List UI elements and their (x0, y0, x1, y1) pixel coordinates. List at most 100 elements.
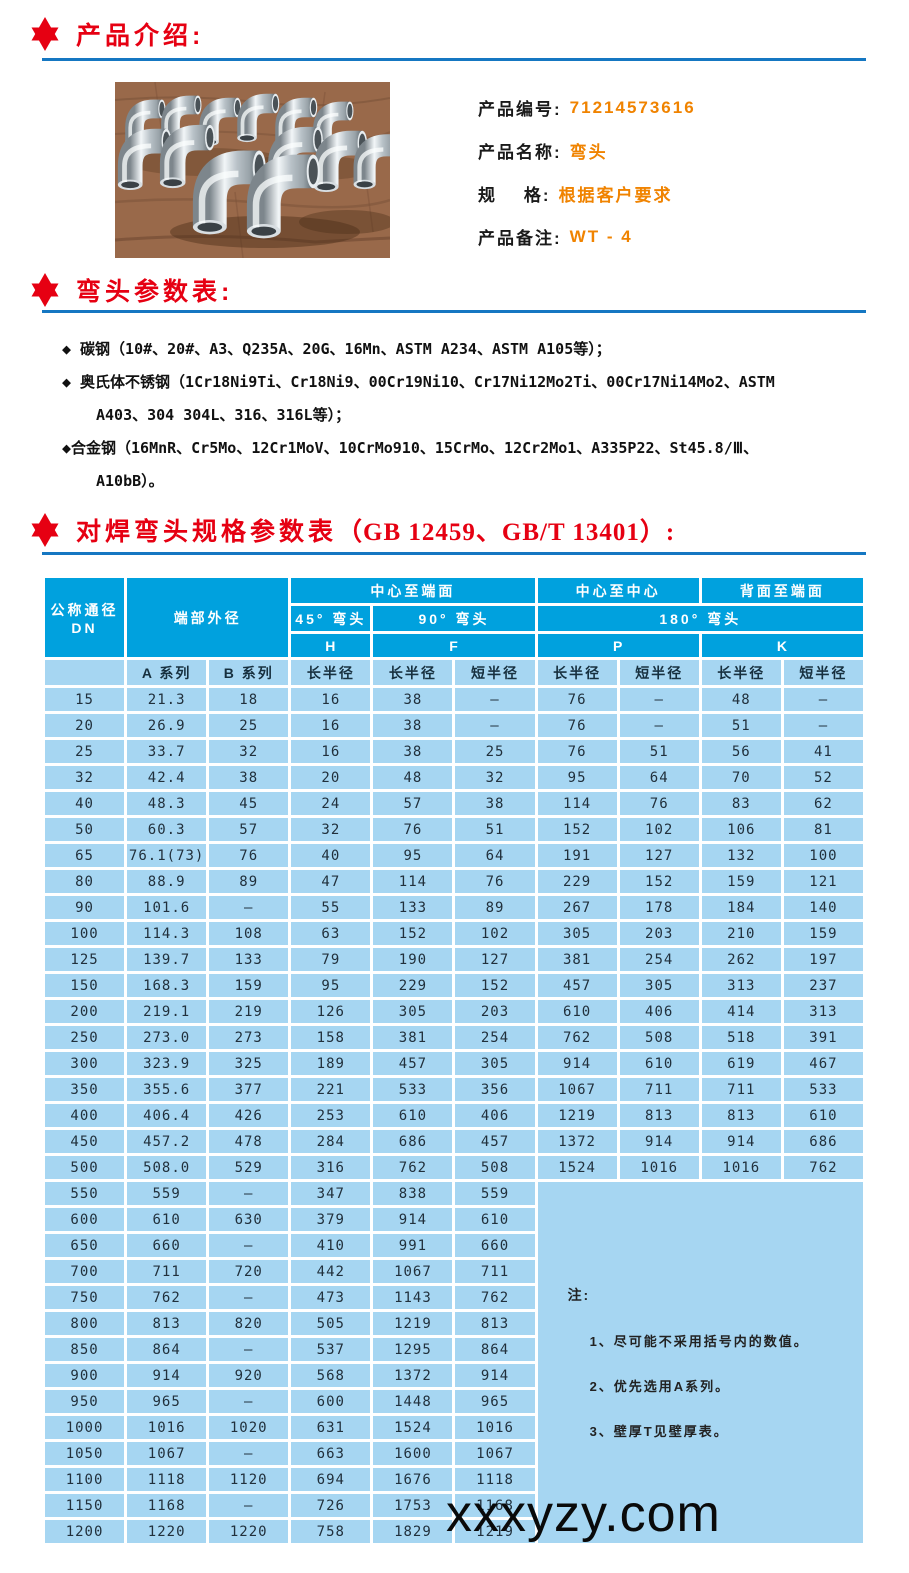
col-header-K: K (698, 631, 867, 660)
value-cell: 813 (124, 1309, 210, 1338)
value-cell: 305 (370, 997, 456, 1026)
table-row: 1100 1118 1120 694 1676 1118 (41, 1465, 865, 1494)
table-row: 65 76.1(73) 76 40 95 64 191 127 132 100 (41, 841, 867, 870)
elbow-pipes-photo-image (115, 82, 390, 258)
value-cell: 762 (124, 1283, 210, 1312)
value-cell: 221 (288, 1075, 374, 1104)
dn-cell: 850 (41, 1335, 128, 1364)
value-cell: 159 (780, 919, 867, 948)
dn-unit: DN (71, 619, 98, 636)
dn-cell: 900 (41, 1361, 128, 1390)
divider-rule (42, 310, 866, 313)
value-cell: 100 (780, 841, 867, 870)
value-cell: 48 (698, 685, 784, 714)
value-cell: 62 (780, 789, 867, 818)
value-cell: 377 (206, 1075, 292, 1104)
value-cell: 106 (698, 815, 784, 844)
table-row: 800 813 820 505 1219 813 (41, 1309, 865, 1338)
value-cell: 1016 (616, 1153, 702, 1182)
value-cell: 660 (124, 1231, 210, 1260)
star-icon (31, 513, 59, 547)
value-cell: 273 (206, 1023, 292, 1052)
value-cell: 57 (370, 789, 456, 818)
col-header-H: H (288, 631, 374, 660)
value-cell: 133 (206, 945, 292, 974)
dn-cell: 1100 (41, 1465, 128, 1494)
dn-cell: 350 (41, 1075, 128, 1104)
value-cell: 51 (452, 815, 538, 844)
table-row: 25 33.7 32 16 38 25 76 51 56 41 (41, 737, 867, 766)
value-cell: 1676 (370, 1465, 456, 1494)
value-cell: 152 (452, 971, 538, 1000)
table-row: 750 762—473 1143 762 (41, 1283, 865, 1312)
table-row: 600 610 630 379 914 610 (41, 1205, 865, 1234)
dn-cell: 125 (41, 945, 128, 974)
table-row: 450 457.2 478 284 686 457 1372 914 914 686 (41, 1127, 867, 1156)
col-header-series-a: A 系列 (124, 657, 210, 688)
table-row: 1150 1168—726 1753 1168 (41, 1491, 865, 1520)
value-cell: 442 (288, 1257, 374, 1286)
value-cell: 32 (288, 815, 374, 844)
value-cell: 83 (698, 789, 784, 818)
value-cell: 1067 (370, 1257, 456, 1286)
value-cell: 1016 (124, 1413, 210, 1442)
value-cell: 47 (288, 867, 374, 896)
value-cell: 762 (534, 1023, 620, 1052)
value-cell: 1448 (370, 1387, 456, 1416)
col-header-elbow180: 180° 弯头 (534, 603, 867, 634)
dn-cell: 500 (41, 1153, 128, 1182)
value-cell: 914 (698, 1127, 784, 1156)
value-cell: 414 (698, 997, 784, 1026)
value-cell: 508.0 (124, 1153, 210, 1182)
table-row: 125 139.7 133 79 190 127 381 254 262 197 (41, 945, 867, 974)
value-cell: 152 (370, 919, 456, 948)
value-cell: 42.4 (124, 763, 210, 792)
value-cell: 1020 (206, 1413, 292, 1442)
value-cell: 1295 (370, 1335, 456, 1364)
value-cell: 1524 (534, 1153, 620, 1182)
dn-cell: 700 (41, 1257, 128, 1286)
value-cell: — (206, 1387, 292, 1416)
value-cell: 1067 (452, 1439, 538, 1468)
value-cell: 219 (206, 997, 292, 1026)
material-line: ◆合金钢（16MnR、Cr5Mo、12Cr1MoV、10CrMo910、15Cr… (62, 439, 759, 457)
table-row: 150 168.3 159 95 229 152 457 305 313 237 (41, 971, 867, 1000)
value-cell: 663 (288, 1439, 374, 1468)
value-cell: 203 (452, 997, 538, 1026)
spec-title-standards: （GB 12459、GB/T 13401）: (337, 519, 676, 546)
col-header-empty (41, 657, 128, 688)
value-cell: 457 (370, 1049, 456, 1078)
value-cell: — (206, 1491, 292, 1520)
value-cell: 52 (780, 763, 867, 792)
value-cell: 467 (780, 1049, 867, 1078)
value-cell: 711 (616, 1075, 702, 1104)
value-cell: 237 (780, 971, 867, 1000)
spec-title-main: 对焊弯头规格参数表 (76, 518, 338, 546)
value-cell: 379 (288, 1205, 374, 1234)
value-cell: 533 (370, 1075, 456, 1104)
value-cell: 38 (206, 763, 292, 792)
value-cell: 686 (780, 1127, 867, 1156)
value-cell: 686 (370, 1127, 456, 1156)
value-cell: 254 (616, 945, 702, 974)
material-line: A10bB）。 (96, 472, 164, 490)
material-line: ◆ 奥氏体不锈钢（1Cr18Ni9Ti、Cr18Ni9、00Cr19Ni10、C… (62, 373, 775, 391)
value-cell: 864 (124, 1335, 210, 1364)
value-cell: 56 (698, 737, 784, 766)
table-row: 700 711 720 442 1067 711 (41, 1257, 865, 1286)
value-cell: 965 (452, 1387, 538, 1416)
value-cell: 121 (780, 867, 867, 896)
table-row: 50 60.3 57 32 76 51 152 102 106 81 (41, 815, 867, 844)
value-cell: 1220 (124, 1517, 210, 1546)
value-cell: 64 (616, 763, 702, 792)
material-line: ◆ 碳钢（10#、20#、A3、Q235A、20G、16Mn、ASTM A234… (62, 340, 611, 358)
note-line: 2、优先选用A系列。 (589, 1379, 731, 1394)
value-cell: 40 (288, 841, 374, 870)
value-cell: — (616, 711, 702, 740)
value-cell: 965 (124, 1387, 210, 1416)
product-field-row: 规 格: 根据客户要求 (478, 172, 696, 215)
col-header-long-45: 长半径 (288, 657, 374, 688)
value-cell: 25 (452, 737, 538, 766)
col-header-short-back: 短半径 (780, 657, 867, 688)
